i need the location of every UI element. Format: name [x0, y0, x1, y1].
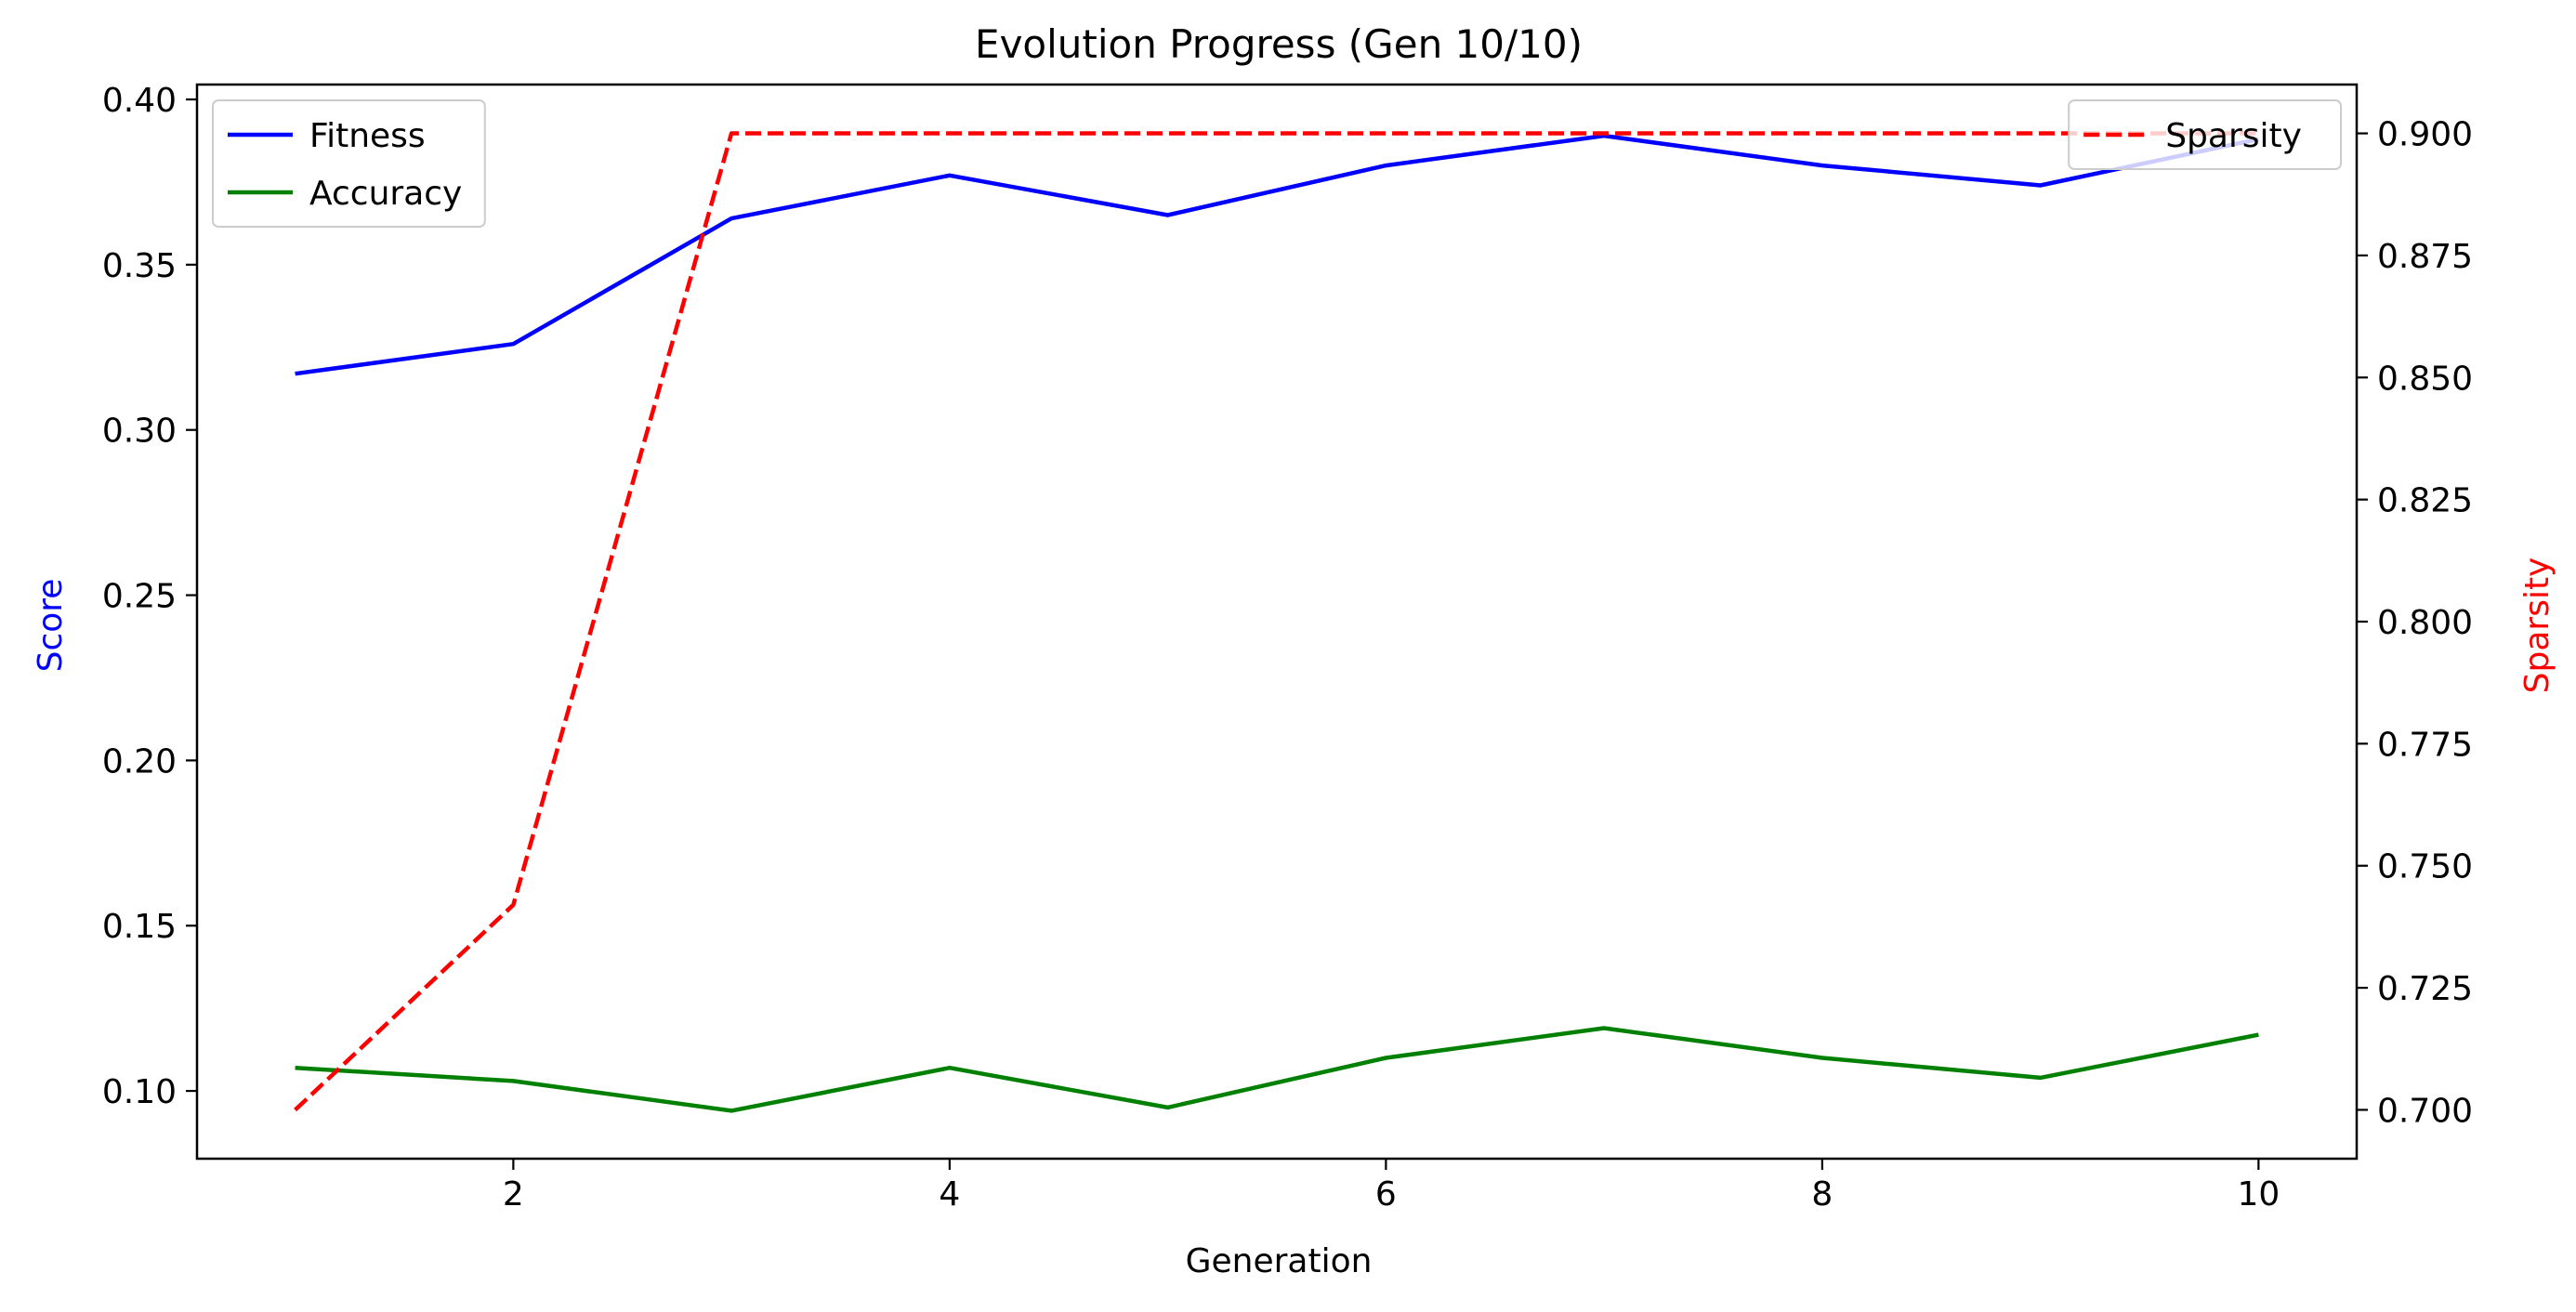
y-tick-label: 0.25 — [102, 578, 177, 616]
legend-box — [2068, 99, 2342, 170]
series-line-sparsity — [294, 131, 2259, 1112]
chart-title: Evolution Progress (Gen 10/10) — [975, 21, 1583, 67]
y2-tick-label: 0.825 — [2377, 482, 2473, 520]
y-tick-label: 0.15 — [102, 908, 177, 946]
y-tick-label: 0.20 — [102, 742, 177, 781]
axis-layer: 2 4 6 8 10 0.10 0.15 0.20 0.25 0.30 0.35 0.40 0.700 0… — [102, 82, 2473, 1214]
x-tick-label: 2 — [503, 1175, 524, 1214]
y2-tick-label: 0.775 — [2377, 726, 2473, 764]
legend-top-left: Fitness Accuracy — [212, 99, 486, 228]
y2-tick-label: 0.800 — [2377, 604, 2473, 642]
y2-tick-label: 0.900 — [2377, 116, 2473, 154]
y2-tick-label: 0.700 — [2377, 1092, 2473, 1130]
y2-tick-label: 0.750 — [2377, 848, 2473, 886]
y-tick-label: 0.40 — [102, 82, 177, 120]
legend-label-sparsity: Sparsity — [2165, 117, 2302, 155]
x-tick-label: 4 — [939, 1175, 960, 1214]
legend-label-fitness: Fitness — [309, 117, 426, 155]
y2-tick-label: 0.725 — [2377, 970, 2473, 1008]
legend-label-accuracy: Accuracy — [309, 175, 462, 213]
y2-tick-label: 0.875 — [2377, 238, 2473, 276]
y-tick-label: 0.30 — [102, 413, 177, 451]
x-tick-label: 10 — [2237, 1175, 2280, 1214]
series-line-fitness — [295, 133, 2259, 376]
series-layer — [294, 131, 2259, 1113]
x-tick-label: 8 — [1811, 1175, 1833, 1214]
y-tick-label: 0.35 — [102, 247, 177, 285]
series-line-accuracy — [295, 1026, 2259, 1113]
y-axis-label: Score — [32, 579, 70, 673]
y2-axis-label: Sparsity — [2518, 558, 2556, 694]
y2-tick-label: 0.850 — [2377, 360, 2473, 398]
legend-box — [212, 99, 486, 228]
y-tick-label: 0.10 — [102, 1073, 177, 1111]
legend-top-right: Sparsity — [2068, 99, 2342, 170]
x-axis-label: Generation — [1186, 1242, 1373, 1280]
x-tick-label: 6 — [1375, 1175, 1397, 1214]
legend-layer: Fitness Accuracy Sparsity — [212, 99, 2342, 228]
